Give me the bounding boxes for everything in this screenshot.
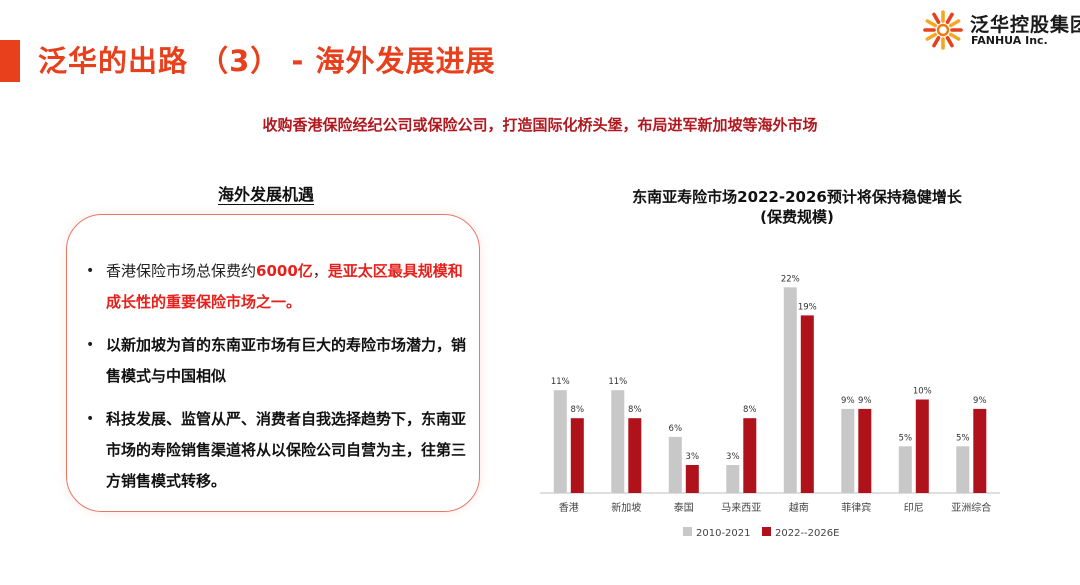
page-title: 泛华的出路 （3） - 海外发展进展 bbox=[38, 44, 496, 78]
logo-ray bbox=[925, 32, 938, 41]
bar-historical bbox=[726, 465, 740, 493]
bullet-text: 6000亿 bbox=[256, 262, 313, 280]
data-label: 8% bbox=[628, 405, 642, 415]
logo-ray bbox=[932, 35, 941, 48]
logo-ray bbox=[932, 12, 941, 25]
bullet-text: 以新加坡为首的东南亚市场有巨大的寿险市场潜力，销售模式与中国相似 bbox=[106, 336, 467, 385]
bar-historical bbox=[553, 390, 567, 493]
page-subtitle: 收购香港保险经纪公司或保险公司，打造国际化桥头堡，布局进军新加坡等海外市场 bbox=[262, 116, 818, 134]
logo-ray bbox=[948, 19, 961, 28]
opportunity-bullet: • 科技发展、监管从严、消费者自我选择趋势下，东南亚市场的寿险销售渠道将从以保险公… bbox=[82, 404, 470, 497]
logo-english: FANHUA Inc. bbox=[971, 34, 1048, 47]
data-label: 5% bbox=[899, 433, 913, 443]
data-label: 9% bbox=[973, 396, 987, 406]
data-label: 3% bbox=[686, 452, 700, 462]
x-tick-label: 亚洲综合 bbox=[951, 501, 991, 514]
data-label: 6% bbox=[669, 424, 683, 434]
x-tick-label: 印尼 bbox=[904, 502, 924, 514]
legend-label: 2010-2021 bbox=[696, 528, 751, 539]
data-label: 10% bbox=[913, 387, 932, 397]
bar-historical bbox=[611, 390, 625, 493]
x-tick-label: 香港 bbox=[559, 502, 579, 514]
x-tick-label: 泰国 bbox=[674, 501, 694, 514]
data-label: 11% bbox=[608, 377, 627, 387]
legend-swatch bbox=[762, 527, 771, 536]
title-accent-bar bbox=[0, 40, 20, 82]
x-tick-label: 越南 bbox=[789, 501, 809, 514]
chart-title: 东南亚寿险市场2022-2026预计将保持稳健增长 bbox=[632, 188, 962, 206]
bullet-dot-icon: • bbox=[86, 337, 95, 353]
bar-forecast bbox=[800, 315, 814, 493]
bullet-dot-icon: • bbox=[86, 263, 95, 279]
data-label: 22% bbox=[781, 274, 800, 284]
bullet-text: 香港保险市场总保费约 bbox=[106, 262, 257, 280]
data-label: 8% bbox=[743, 405, 757, 415]
sunburst-logo-icon bbox=[923, 10, 963, 50]
bar-historical bbox=[841, 408, 855, 493]
data-label: 8% bbox=[571, 405, 585, 415]
x-tick-label: 新加坡 bbox=[611, 501, 641, 514]
chart-subtitle: (保费规模) bbox=[760, 208, 834, 226]
bar-forecast bbox=[858, 408, 872, 493]
logo-ray bbox=[925, 19, 938, 28]
bar-forecast bbox=[915, 399, 929, 493]
bullet-dot-icon: • bbox=[86, 411, 95, 427]
bar-forecast bbox=[685, 465, 699, 493]
bar-historical bbox=[668, 436, 682, 493]
data-label: 9% bbox=[858, 396, 872, 406]
logo-ray bbox=[945, 35, 954, 48]
opportunity-bullet: • 香港保险市场总保费约6000亿，是亚太区最具规模和成长性的重要保险市场之一。 bbox=[82, 256, 470, 318]
legend-swatch bbox=[683, 527, 692, 536]
opportunity-heading: 海外发展机遇 bbox=[218, 185, 315, 204]
x-tick-label: 马来西亚 bbox=[721, 502, 761, 514]
bullet-text: 是亚太区最具规模和成长性的重要保险市场之一。 bbox=[106, 262, 463, 311]
bar-forecast bbox=[628, 418, 642, 493]
logo-ray bbox=[948, 32, 961, 41]
x-tick-label: 菲律宾 bbox=[841, 501, 871, 514]
bar-historical bbox=[898, 446, 912, 493]
bar-forecast bbox=[743, 418, 757, 493]
data-label: 19% bbox=[798, 302, 817, 312]
bullet-text: 科技发展、监管从严、消费者自我选择趋势下，东南亚市场的寿险销售渠道将从以保险公司… bbox=[106, 410, 467, 490]
logo-ray bbox=[945, 12, 954, 25]
opportunity-list: • 香港保险市场总保费约6000亿，是亚太区最具规模和成长性的重要保险市场之一。 •… bbox=[82, 256, 470, 509]
opportunity-box bbox=[66, 214, 480, 512]
data-label: 5% bbox=[956, 433, 970, 443]
chart-title-block: 东南亚寿险市场2022-2026预计将保持稳健增长 (保费规模) bbox=[560, 187, 1034, 227]
bullet-text: ， bbox=[312, 262, 328, 280]
data-label: 9% bbox=[841, 396, 855, 406]
bar-forecast bbox=[570, 418, 584, 493]
opportunity-bullet: • 以新加坡为首的东南亚市场有巨大的寿险市场潜力，销售模式与中国相似 bbox=[82, 330, 470, 392]
data-label: 11% bbox=[551, 377, 570, 387]
logo-name: 泛华控股集团 bbox=[970, 14, 1080, 36]
bar-historical bbox=[956, 446, 970, 493]
data-label: 3% bbox=[726, 452, 740, 462]
company-logo: 泛华控股集团 FANHUA Inc. bbox=[920, 8, 1080, 52]
bar-forecast bbox=[973, 408, 987, 493]
legend-label: 2022--2026E bbox=[775, 528, 839, 539]
bar-historical bbox=[783, 287, 797, 493]
